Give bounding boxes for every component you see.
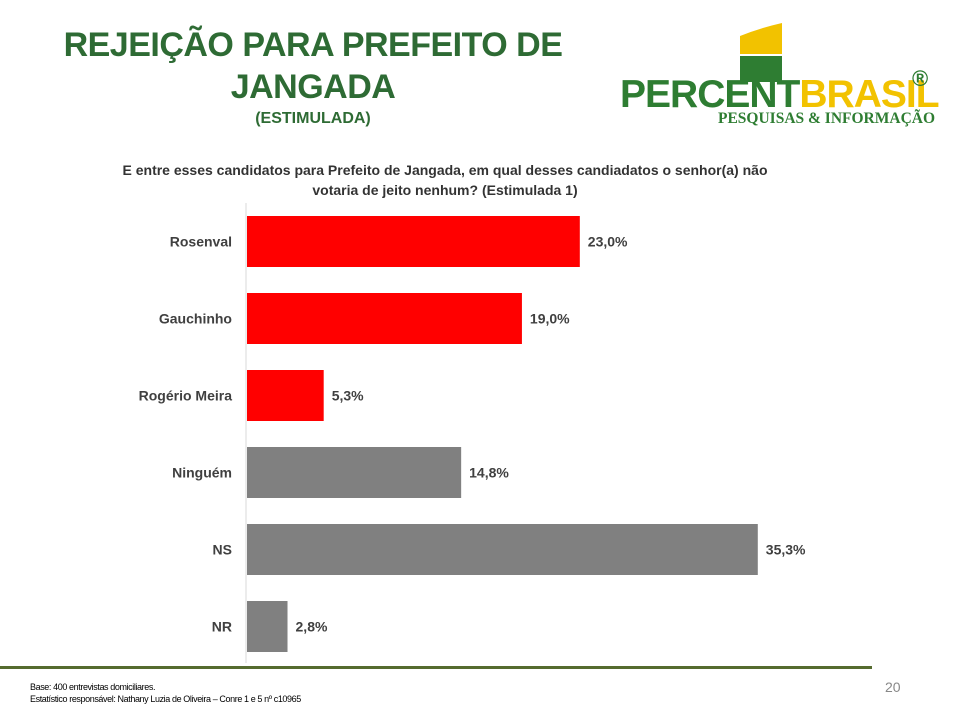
category-label-6: NR [212, 619, 232, 635]
footnote: Base: 400 entrevistas domiciliares. Esta… [30, 681, 301, 705]
page-subtitle: (ESTIMULADA) [255, 110, 371, 127]
data-label-5: 35,3% [766, 542, 806, 558]
category-label-5: NS [213, 542, 232, 558]
category-label-2: Gauchinho [159, 311, 232, 327]
bar-2 [247, 293, 522, 344]
category-label-4: Ninguém [172, 465, 232, 481]
data-label-6: 2,8% [296, 619, 328, 635]
data-label-4: 14,8% [469, 465, 509, 481]
footnote-statistician: Estatístico responsável: Nathany Luzia d… [30, 694, 301, 704]
logo-wordmark: PERCENTBRASIL [620, 73, 940, 116]
logo-name-part-1: PERCENT [620, 73, 800, 116]
percentbrasil-logo: PERCENTBRASIL ® PESQUISAS & INFORMAÇÃO [620, 22, 940, 132]
logo-registered-mark: ® [912, 66, 929, 91]
question-line-1: E entre esses candidatos para Prefeito d… [122, 162, 768, 178]
bar-5 [247, 524, 758, 575]
footnote-base: Base: 400 entrevistas domiciliares. [30, 682, 156, 692]
question-line-2: votaria de jeito nenhum? (Estimulada 1) [312, 182, 578, 198]
data-label-3: 5,3% [332, 388, 364, 404]
chart-question: E entre esses candidatos para Prefeito d… [95, 160, 795, 200]
bar-4 [247, 447, 462, 498]
category-label-3: Rogério Meira [139, 388, 233, 404]
data-label-1: 23,0% [588, 234, 628, 250]
logo-name-part-2: BRASIL [799, 73, 939, 116]
category-label-1: Rosenval [170, 234, 232, 250]
data-label-2: 19,0% [530, 311, 570, 327]
title-line-2: JANGADA [230, 68, 396, 106]
bar-1 [247, 216, 580, 267]
bar-6 [247, 601, 288, 652]
footer-divider [0, 666, 872, 669]
bar-3 [247, 370, 324, 421]
page-title: REJEIÇÃO PARA PREFEITO DE JANGADA [40, 24, 586, 108]
page-number: 20 [885, 679, 901, 695]
logo-flag-icon [740, 23, 782, 82]
logo-tagline: PESQUISAS & INFORMAÇÃO [718, 110, 936, 127]
title-line-1: REJEIÇÃO PARA PREFEITO DE [63, 26, 563, 64]
